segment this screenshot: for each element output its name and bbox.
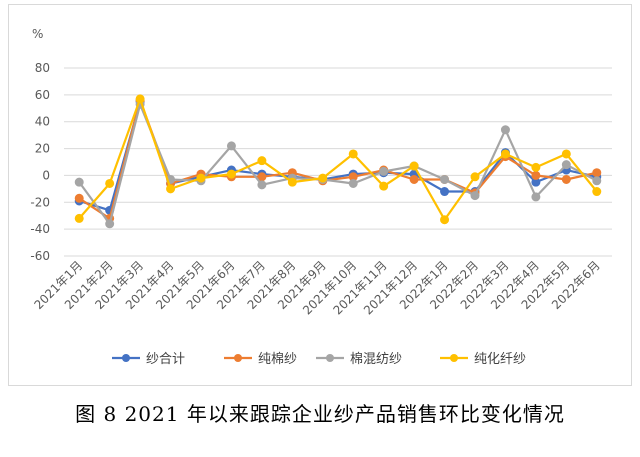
data-point <box>500 125 510 135</box>
legend-label: 纱合计 <box>146 352 185 367</box>
series-4 <box>74 94 602 225</box>
y-axis-unit-label: % <box>32 27 43 41</box>
data-point <box>348 178 358 188</box>
y-tick-label: 0 <box>42 168 50 182</box>
x-axis-ticks: 2021年1月2021年2月2021年3月2021年4月2021年5月2021年… <box>31 258 602 317</box>
legend: 纱合计 纯棉纱 棉混纺纱 纯化纤纱 <box>112 352 526 367</box>
y-tick-label: 20 <box>35 142 50 156</box>
data-point <box>409 161 419 171</box>
data-point <box>257 180 267 190</box>
data-point <box>561 174 571 184</box>
legend-swatch-marker <box>326 354 334 362</box>
data-point <box>74 213 84 223</box>
y-tick-label: -40 <box>30 222 50 236</box>
data-point <box>561 149 571 159</box>
legend-label: 棉混纺纱 <box>350 352 402 367</box>
data-point <box>196 173 206 183</box>
data-point <box>287 177 297 187</box>
line-chart: 80 60 40 20 0 -20 -40 -60 % 2021年1月2021年2月2021年… <box>30 27 612 367</box>
data-point <box>592 176 602 186</box>
data-point <box>500 149 510 159</box>
legend-label: 纯棉纱 <box>258 352 297 367</box>
data-point <box>531 192 541 202</box>
data-point <box>74 177 84 187</box>
data-point <box>531 170 541 180</box>
series-3 <box>74 99 602 229</box>
y-tick-label: 60 <box>35 88 50 102</box>
y-tick-label: 40 <box>35 115 50 129</box>
data-point <box>592 168 602 178</box>
series-layer <box>74 94 602 229</box>
data-point <box>440 187 450 197</box>
data-point <box>105 219 115 229</box>
data-point <box>226 169 236 179</box>
data-point <box>135 94 145 104</box>
data-point <box>226 141 236 151</box>
series-line <box>78 103 598 225</box>
legend-swatch-marker <box>450 354 458 362</box>
series-2 <box>74 95 602 223</box>
y-tick-label: -60 <box>30 249 50 263</box>
data-point <box>531 162 541 172</box>
data-point <box>74 193 84 203</box>
data-point <box>409 174 419 184</box>
data-point <box>318 173 328 183</box>
legend-swatch-marker <box>122 354 130 362</box>
series-1 <box>74 97 602 215</box>
figure-caption: 图 8 2021 年以来跟踪企业纱产品销售环比变化情况 <box>75 402 565 426</box>
series-line <box>78 97 598 221</box>
legend-swatch-marker <box>234 354 242 362</box>
y-tick-label: 80 <box>35 61 50 75</box>
data-point <box>440 174 450 184</box>
data-point <box>592 187 602 197</box>
data-point <box>561 160 571 170</box>
series-line <box>78 100 598 212</box>
data-point <box>105 178 115 188</box>
data-point <box>166 184 176 194</box>
legend-label: 纯化纤纱 <box>474 352 526 367</box>
data-point <box>257 156 267 166</box>
data-point <box>470 172 480 182</box>
data-point <box>470 191 480 201</box>
data-point <box>440 215 450 225</box>
data-point <box>348 149 358 159</box>
data-point <box>379 181 389 191</box>
y-axis-ticks: 80 60 40 20 0 -20 -40 -60 <box>30 61 50 263</box>
gridlines <box>64 67 612 257</box>
y-tick-label: -20 <box>30 195 50 209</box>
data-point <box>379 166 389 176</box>
